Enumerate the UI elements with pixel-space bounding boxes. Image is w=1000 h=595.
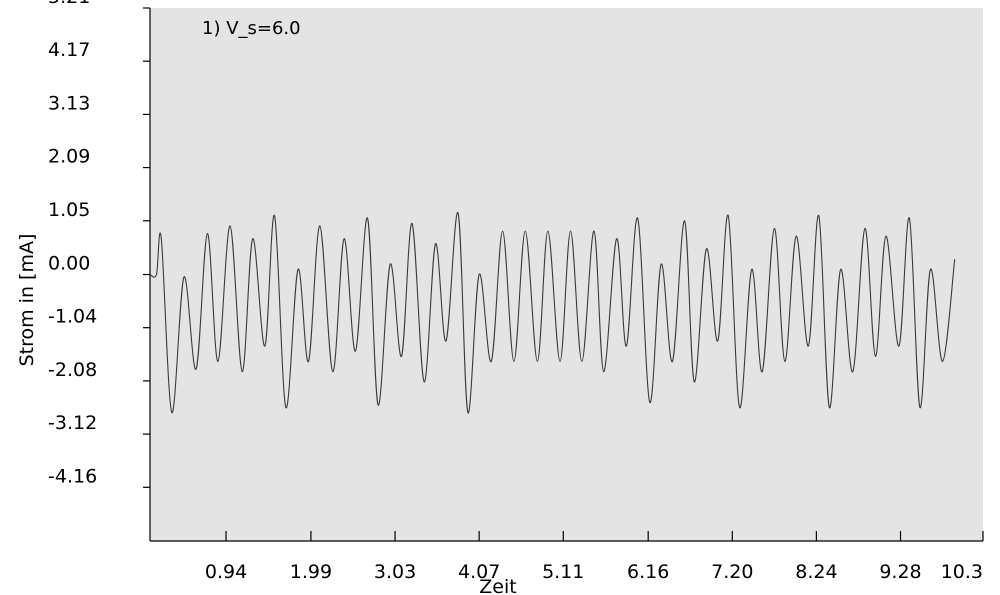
- x-tick-label: 4.07: [458, 561, 500, 583]
- x-tick-label: 8.24: [795, 561, 837, 583]
- y-tick-label: 1.05: [48, 199, 90, 221]
- y-tick-label: -4.16: [48, 465, 97, 487]
- y-tick-label: -1.04: [48, 306, 97, 328]
- x-tick-label: 10.3: [941, 561, 983, 583]
- y-axis-title: Strom in [mA]: [16, 234, 38, 367]
- series-line: [149, 212, 956, 414]
- x-tick-label: 0.94: [205, 561, 247, 583]
- x-tick-label: 9.28: [879, 561, 921, 583]
- y-tick-label: 0.00: [48, 253, 90, 275]
- y-tick-label: 4.17: [48, 39, 90, 61]
- y-tick-label: -2.08: [48, 359, 97, 381]
- y-tick-label: 5.21: [48, 0, 90, 8]
- x-tick-label: 1.99: [290, 561, 332, 583]
- x-tick-label: 6.16: [627, 561, 669, 583]
- y-tick-label: 2.09: [48, 146, 90, 168]
- y-tick-label: 3.13: [48, 92, 90, 114]
- x-tick-label: 3.03: [374, 561, 416, 583]
- y-tick-label: -3.12: [48, 412, 97, 434]
- x-tick-label: 5.11: [542, 561, 584, 583]
- series-annotation: 1) V_s=6.0: [202, 18, 301, 39]
- x-tick-label: 7.20: [711, 561, 753, 583]
- x-axis-title: Zeit: [479, 576, 516, 595]
